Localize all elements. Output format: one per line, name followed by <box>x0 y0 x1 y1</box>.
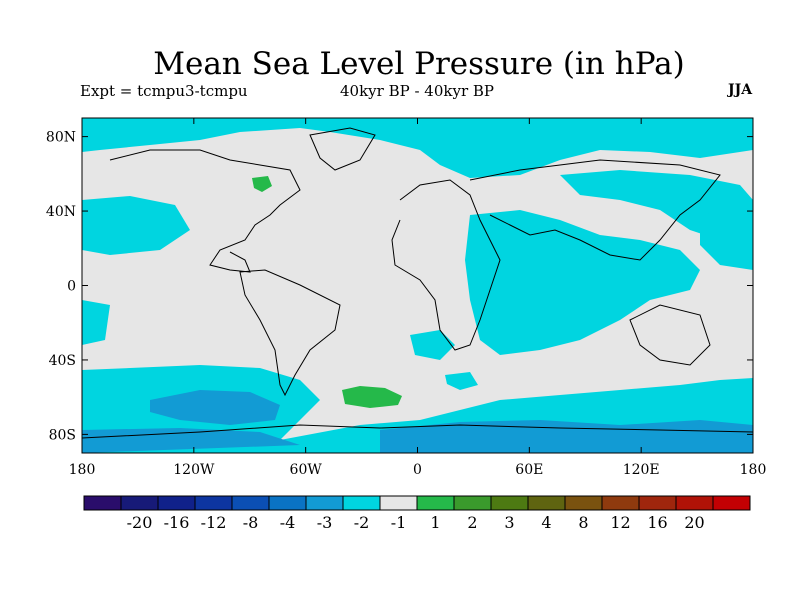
lat-tick-label: 80S <box>49 427 76 443</box>
field-southern-neg2 <box>150 390 280 425</box>
latitude-axis: 80N 40N 0 40S 80S <box>46 130 753 443</box>
lat-tick-label: 80N <box>46 130 76 146</box>
colorbar-swatch <box>157 495 196 511</box>
lon-tick-label: 60E <box>515 462 543 478</box>
pressure-field <box>82 118 753 453</box>
lon-tick-label: 120E <box>623 462 660 478</box>
colorbar-swatch <box>564 495 603 511</box>
colorbar-label: 1 <box>430 513 440 532</box>
colorbar-swatch <box>342 495 381 511</box>
colorbar-swatch <box>490 495 529 511</box>
colorbar-label: -2 <box>354 513 370 532</box>
colorbar-swatch <box>379 495 418 511</box>
field-npacific-east-neg <box>700 205 753 270</box>
colorbar-label: -16 <box>164 513 190 532</box>
colorbar-label: 8 <box>578 513 588 532</box>
colorbar-swatch <box>83 495 122 511</box>
colorbar-label: -8 <box>243 513 259 532</box>
colorbar-label: 20 <box>684 513 704 532</box>
colorbar-swatch <box>601 495 640 511</box>
longitude-axis: 180 120W 60W 0 60E 120E 180 <box>69 118 767 478</box>
map-title: Mean Sea Level Pressure (in hPa) <box>153 46 685 82</box>
colorbar-swatch <box>416 495 455 511</box>
colorbar-label: 16 <box>647 513 667 532</box>
colorbar-swatch <box>268 495 307 511</box>
lon-tick-label: 60W <box>290 462 323 478</box>
season-label: JJA <box>728 82 753 98</box>
lat-tick-label: 40S <box>49 353 76 369</box>
colorbar-label: 12 <box>610 513 630 532</box>
coastlines <box>82 127 753 439</box>
colorbar-swatch <box>305 495 344 511</box>
colorbar-swatch <box>231 495 270 511</box>
colorbar-label: -1 <box>391 513 407 532</box>
colorbar-swatch <box>712 495 751 511</box>
field-arctic-neg <box>82 118 753 178</box>
field-hudson-pos <box>252 176 272 192</box>
colorbar-label: -4 <box>280 513 296 532</box>
colorbar-swatch <box>638 495 677 511</box>
colorbar-label: -20 <box>127 513 153 532</box>
colorbar-swatch <box>194 495 233 511</box>
field-satl-pos <box>342 386 402 408</box>
field-southern-neg2b <box>82 428 300 453</box>
field-satl2-neg <box>445 372 478 390</box>
field-southern-neg2c <box>380 420 753 453</box>
lat-tick-label: 0 <box>67 279 76 295</box>
colorbar-label: 3 <box>504 513 514 532</box>
colorbar-label: 4 <box>541 513 551 532</box>
field-npacific-neg <box>82 196 190 255</box>
colorbar-swatch <box>120 495 159 511</box>
colorbar-label: 2 <box>467 513 477 532</box>
colorbar-swatch <box>527 495 566 511</box>
field-spacific-neg <box>82 300 110 345</box>
lon-tick-label: 180 <box>69 462 96 478</box>
colorbar: -20 -16 -12 -8 -4 -3 -2 -1 1 2 3 4 8 12 16 20 <box>83 495 751 532</box>
colorbar-swatch <box>453 495 492 511</box>
field-satl-neg <box>410 330 455 360</box>
experiment-label: Expt = tcmpu3-tcmpu <box>80 82 248 100</box>
colorbar-swatch <box>675 495 714 511</box>
colorbar-label: -3 <box>317 513 333 532</box>
colorbar-label: -12 <box>201 513 227 532</box>
lon-tick-label: 0 <box>413 462 422 478</box>
period-label: 40kyr BP - 40kyr BP <box>340 82 495 100</box>
field-indian-neg <box>465 210 700 355</box>
lon-tick-label: 120W <box>173 462 215 478</box>
lat-tick-label: 40N <box>46 204 76 220</box>
lon-tick-label: 180 <box>740 462 767 478</box>
